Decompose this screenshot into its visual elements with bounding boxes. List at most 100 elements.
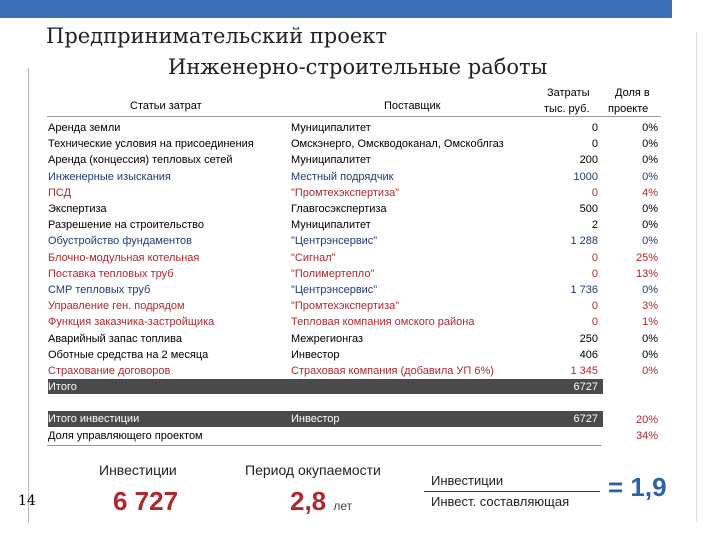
cost-item-label: Разрешение на строительство [48,219,204,232]
header-cost-line1: Затраты [547,87,590,99]
investments-row: Итого инвестиции Инвестор 6727 [48,411,668,427]
cost-value: 406 [579,348,598,361]
table-row: Технические условия на присоединения Омск… [48,136,668,152]
header-share-line2: проекте [608,103,649,115]
manager-share-value: 34% [635,430,658,442]
manager-share-row: Доля управляющего проектом 34% [48,428,668,444]
share-value: 0% [642,170,658,183]
cost-item-label: Поставка тепловых труб [48,267,174,280]
supplier-label: Инвестор [291,348,340,361]
table-row: Поставка тепловых труб "Полимертепло" 0 13% [48,266,668,282]
ratio-denominator: Инвест. составляющая [431,494,570,509]
share-value: 1% [642,316,658,329]
header-cost-item: Статьи затрат [130,100,202,112]
table-row: Функция заказчика-застройщика Тепловая ко… [48,314,668,330]
header-cost-line2: тыс. руб. [544,103,590,115]
header-supplier: Поставщик [384,100,441,112]
table-row: СМР тепловых труб "Центрэнсервис" 1 736 0% [48,282,668,298]
supplier-label: Муниципалитет [291,219,371,232]
cost-value: 0 [591,122,598,134]
cost-item-label: Обустройство фундаментов [48,235,193,248]
cost-item-label: СМР тепловых труб [48,284,151,296]
slide-title-line1: Предпринимательский проект [46,24,388,48]
investments-share: 20% [635,414,658,426]
cost-value: 2 [591,219,598,232]
payback-kpi-value: 2,8 [290,486,327,516]
left-divider-line [28,68,29,523]
cost-value: 1 345 [570,365,598,377]
right-decorative-strip [696,32,720,522]
supplier-label: Муниципалитет [291,154,371,167]
cost-item-label: Технические условия на присоединения [48,138,254,151]
cost-item-label: Оботные средства на 2 месяца [48,348,209,361]
cost-item-label: Экспертиза [48,203,107,215]
cost-value: 0 [591,186,598,199]
cost-item-label: Инженерные изыскания [48,170,171,183]
share-value: 0% [642,235,658,248]
supplier-label: "Сигнал" [291,251,336,264]
cost-item-label: Аренда (концессия) тепловых сетей [48,154,233,167]
cost-item-label: Управление ген. подрядом [48,300,185,313]
supplier-label: "Центрэнсервис" [291,284,378,296]
header-divider [47,116,661,117]
share-value: 0% [642,122,658,134]
cost-value: 500 [579,203,598,215]
table-row: Обустройство фундаментов "Центрэнсервис" 1… [48,233,668,249]
total-cost: 6727 [573,381,598,393]
supplier-label: Тепловая компания омского района [291,316,475,329]
cost-value: 1000 [573,170,598,183]
table-row: Экспертиза Главгосэкспертиза 500 0% [48,201,668,217]
cost-item-label: ПСД [48,186,72,199]
supplier-label: "Промтехэкспертиза" [291,186,400,199]
investments-row-background [48,411,603,427]
share-value: 0% [642,138,658,151]
table-row: Разрешение на строительство Муниципалитет… [48,217,668,233]
share-value: 0% [642,203,658,215]
investments-cost: 6727 [573,413,598,425]
table-row: Аренда земли Муниципалитет 0 0% [48,120,668,136]
supplier-label: Омскэнерго, Омскводоканал, Омскоблгаз [291,138,504,151]
supplier-label: "Полимертепло" [291,267,375,280]
ratio-value: = 1,9 [608,472,667,502]
supplier-label: Главгосэкспертиза [291,203,387,215]
payback-kpi-label: Период окупаемости [245,462,381,478]
cost-item-label: Блочно-модульная котельная [48,251,200,264]
ratio-fraction-line [424,491,600,492]
cost-value: 250 [579,332,598,345]
top-accent-bar [0,0,672,18]
investments-supplier: Инвестор [291,413,340,425]
supplier-label: "Центрэнсервис" [291,235,378,248]
cost-value: 200 [579,154,598,167]
table-row: Аварийный запас топлива Межрегионгаз 250 0% [48,331,668,347]
cost-value: 0 [591,251,598,264]
table-row: Оботные средства на 2 месяца Инвестор 406 0… [48,347,668,363]
share-value: 3% [642,300,658,313]
cost-value: 0 [591,267,598,280]
share-value: 0% [642,154,658,167]
manager-share-label: Доля управляющего проектом [48,430,203,442]
cost-value: 0 [591,300,598,313]
supplier-label: Страховая компания (добавила УП 6%) [291,365,494,377]
table-row: Блочно-модульная котельная "Сигнал" 0 25% [48,250,668,266]
table-row: Аренда (концессия) тепловых сетей Муницип… [48,152,668,168]
total-row: Итого 6727 [48,379,668,395]
cost-value: 1 288 [570,235,598,248]
supplier-label: Муниципалитет [291,122,371,134]
payback-kpi-unit: лет [333,499,353,513]
share-value: 25% [635,251,658,264]
supplier-label: Межрегионгаз [291,332,364,345]
cost-value: 0 [591,316,598,329]
share-value: 0% [642,219,658,232]
supplier-label: Местный подрядчик [291,170,394,183]
investments-label: Итого инвестиции [48,413,140,425]
cost-item-label: Аренда земли [48,122,121,134]
payback-kpi: 2,8 лет [290,486,352,517]
table-row: ПСД "Промтехэкспертиза" 0 4% [48,185,668,201]
table-row: Инженерные изыскания Местный подрядчик 100… [48,169,668,185]
cost-item-label: Аварийный запас топлива [48,332,182,345]
share-value: 4% [642,186,658,199]
total-row-background [48,379,603,394]
table-row: Страхование договоров Страховая компания … [48,363,668,379]
supplier-label: "Промтехэкспертиза" [291,300,400,313]
table-bottom-divider [47,445,602,446]
